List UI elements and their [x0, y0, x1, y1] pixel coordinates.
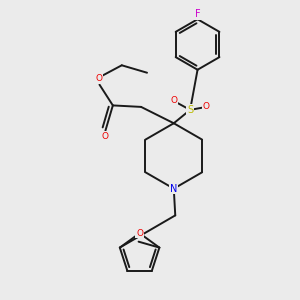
Text: O: O — [95, 74, 102, 83]
Text: O: O — [136, 229, 143, 238]
Text: F: F — [195, 9, 200, 19]
Text: O: O — [102, 131, 109, 140]
Text: O: O — [170, 97, 177, 106]
Text: S: S — [187, 105, 193, 115]
Text: N: N — [170, 184, 178, 194]
Text: O: O — [203, 102, 210, 111]
